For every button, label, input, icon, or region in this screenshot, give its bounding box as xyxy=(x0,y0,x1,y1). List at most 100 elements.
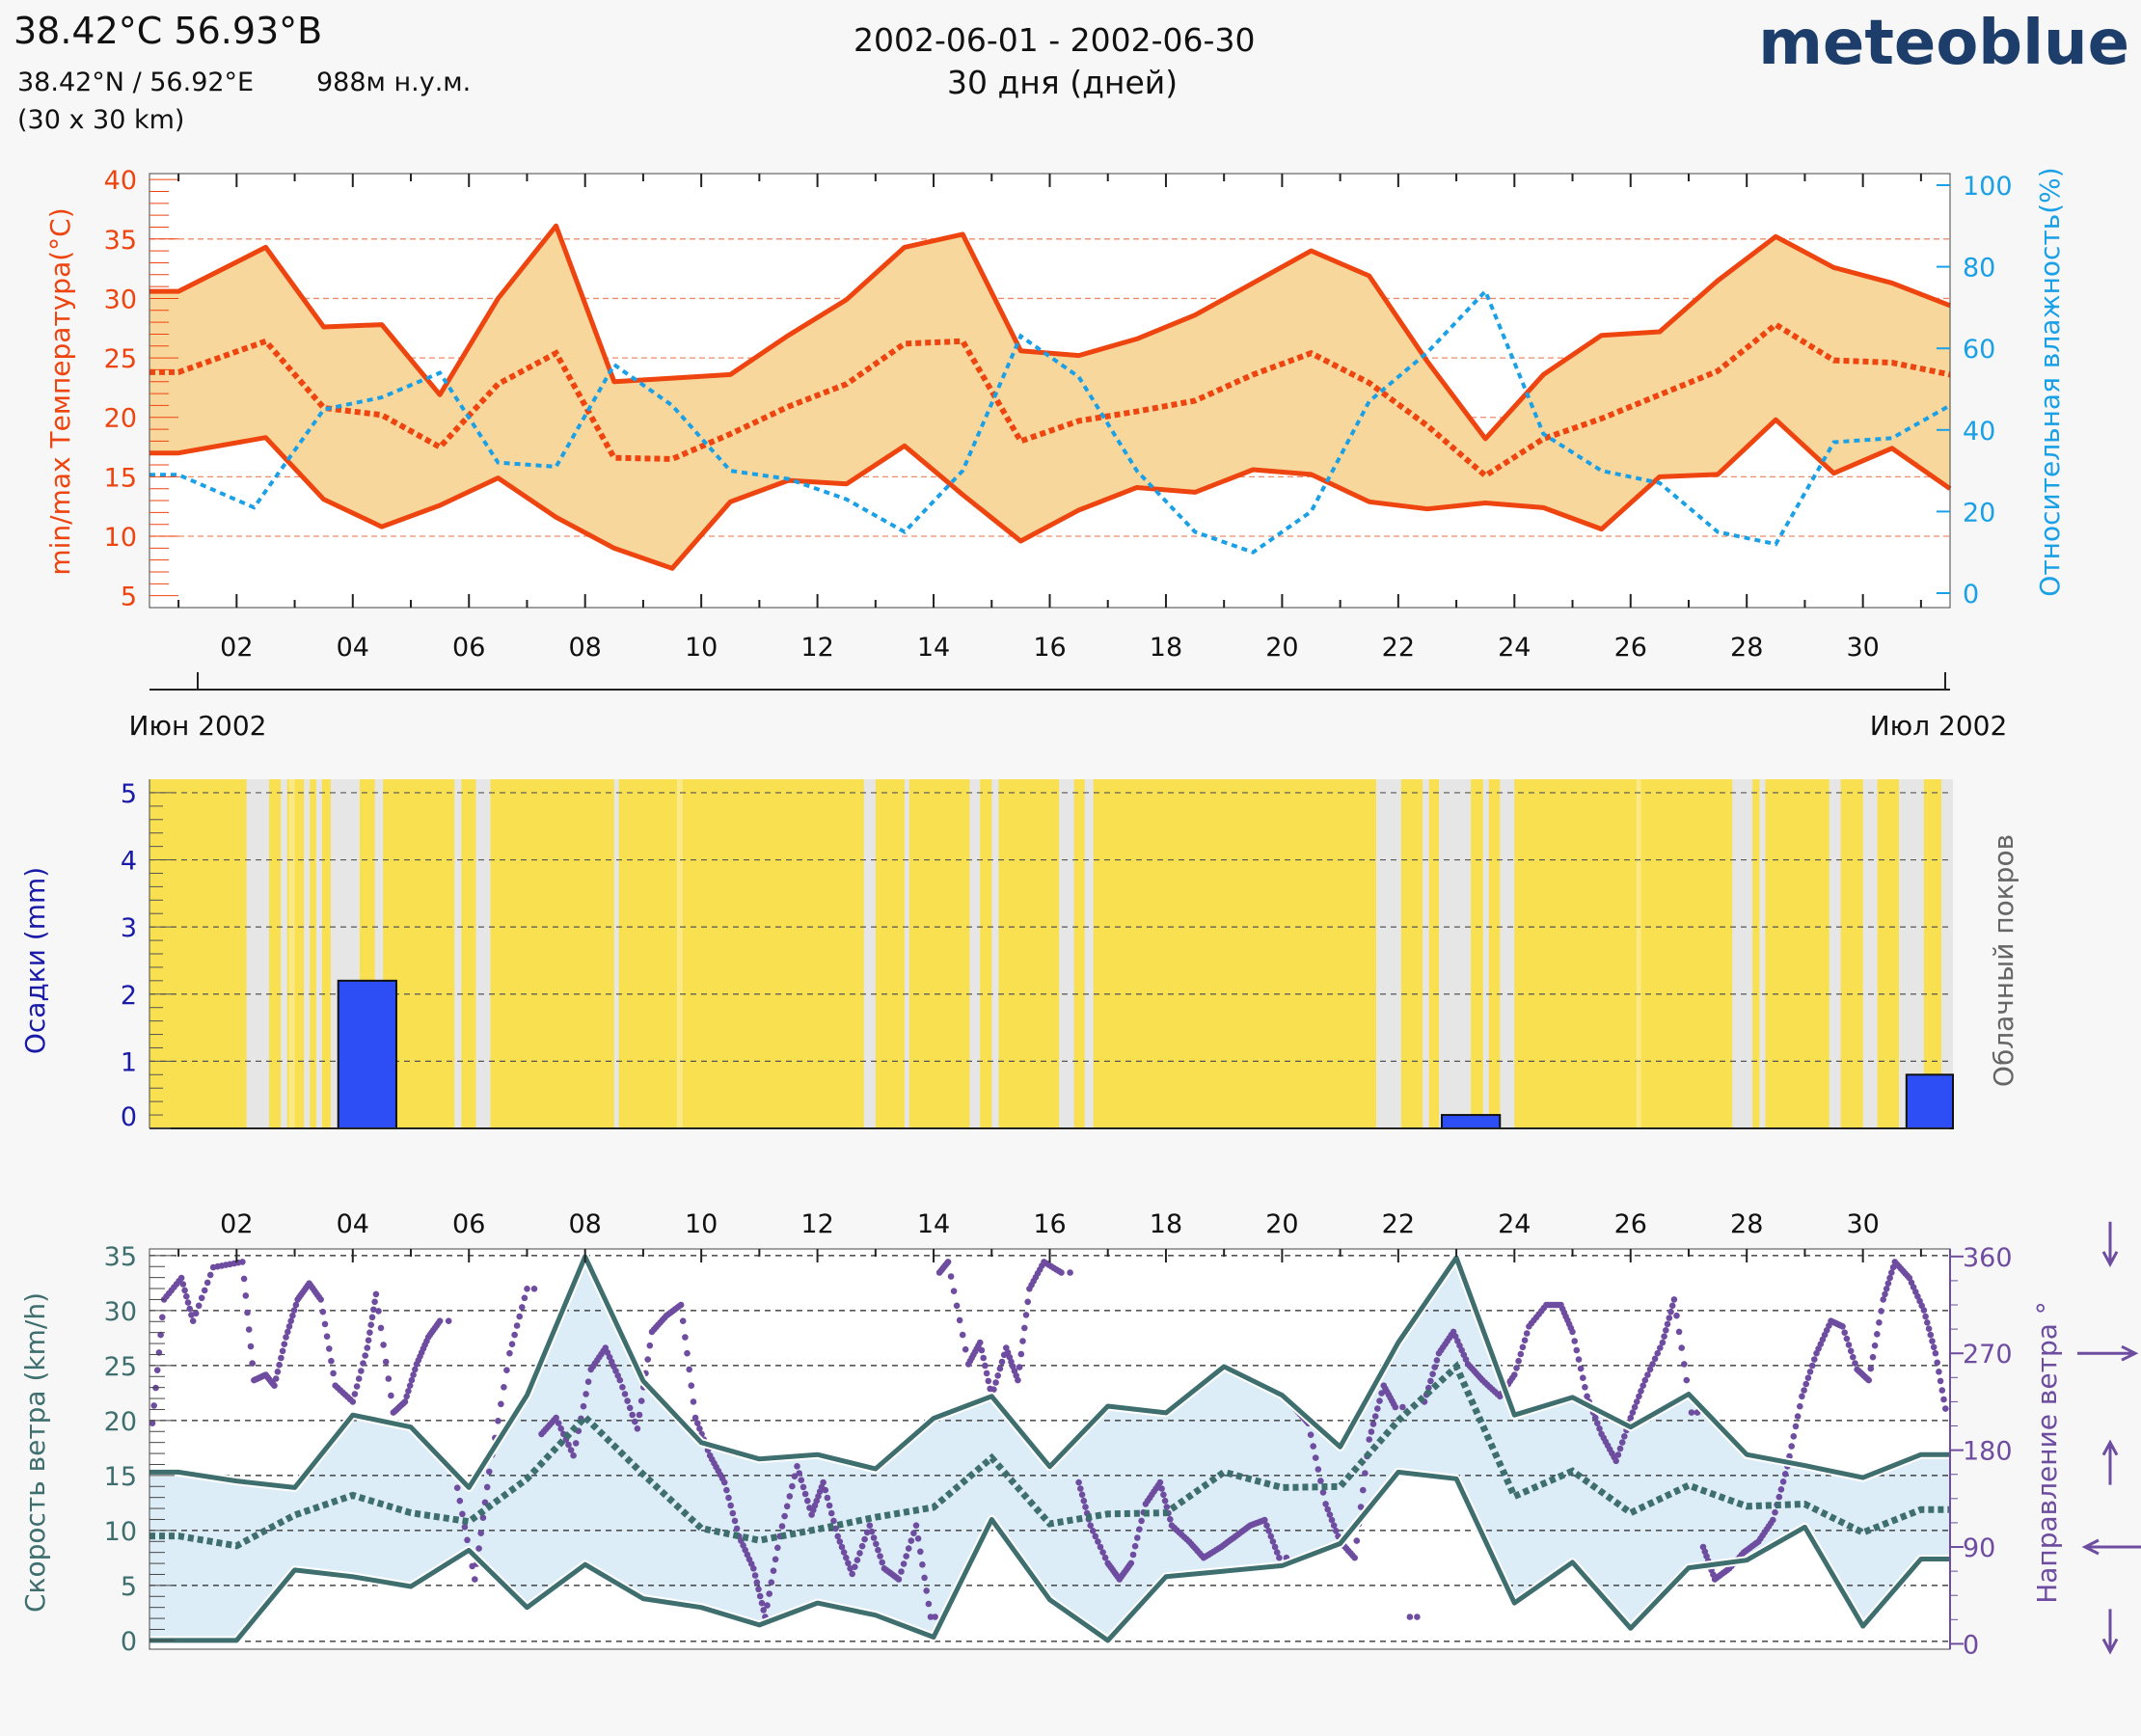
wind-direction-dot xyxy=(1594,1420,1601,1426)
wind-direction-dot xyxy=(1777,1486,1785,1493)
humidity-tick-label: 20 xyxy=(1963,498,1995,528)
wind-direction-dot xyxy=(198,1294,205,1302)
wind-day-tick-label: 20 xyxy=(1265,1209,1298,1239)
wind-direction-dot xyxy=(1659,1339,1667,1346)
wind-direction-dot xyxy=(285,1323,293,1330)
wind-day-tick-label: 08 xyxy=(569,1209,602,1239)
wind-direction-dot xyxy=(751,1572,759,1579)
wind-day-tick-label: 28 xyxy=(1730,1209,1763,1239)
wind-direction-dot xyxy=(764,1602,771,1609)
wind-direction-dot xyxy=(1631,1403,1639,1411)
wind-direction-dot xyxy=(377,1324,385,1332)
wind-direction-dot xyxy=(245,1326,253,1333)
wind-direction-dot xyxy=(690,1398,697,1405)
wind-direction-dot xyxy=(192,1310,200,1317)
wind-direction-dot xyxy=(516,1313,523,1320)
wind-direction-dot xyxy=(1580,1374,1586,1381)
wind-direction-dot xyxy=(996,1365,1004,1372)
wind-direction-dot xyxy=(1357,1504,1365,1510)
cloud-period xyxy=(1940,779,1954,1128)
wind-tick-label: 10 xyxy=(104,1517,137,1547)
wind-direction-dot xyxy=(1801,1387,1807,1394)
wind-direction-dot xyxy=(758,1599,766,1607)
wind-direction-dot xyxy=(870,1534,878,1541)
day-tick-label: 14 xyxy=(917,633,950,663)
cloud-period xyxy=(904,779,909,1128)
precip-tick-label: 4 xyxy=(121,847,137,877)
wind-direction-dot xyxy=(477,1530,485,1536)
wind-direction-dot xyxy=(799,1483,807,1491)
wind-direction-dot xyxy=(783,1503,791,1510)
wind-direction-dot xyxy=(927,1614,935,1620)
precip-bar xyxy=(1905,1073,1955,1130)
wind-direction-dot xyxy=(772,1556,779,1563)
elevation: 988м н.у.м. xyxy=(316,68,472,97)
wind-direction-dot xyxy=(405,1388,412,1395)
cloud-period xyxy=(1439,779,1472,1128)
day-tick-label: 16 xyxy=(1033,633,1066,663)
wind-direction-dot xyxy=(1078,1491,1086,1499)
wind-direction-dot xyxy=(355,1375,363,1382)
wind-direction-dot xyxy=(1414,1614,1421,1620)
wind-direction-dot xyxy=(770,1567,777,1574)
wind-direction-dot xyxy=(774,1544,781,1552)
temp-tick-label: 10 xyxy=(104,523,137,553)
wind-direction-dot xyxy=(1427,1377,1434,1385)
wind-direction-dot xyxy=(1884,1280,1892,1287)
wind-direction-dot xyxy=(1663,1327,1669,1334)
temp-range-band xyxy=(149,226,1950,569)
day-tick-label: 18 xyxy=(1150,633,1182,663)
temp-axis-title: min/max Температура(°C) xyxy=(44,207,76,575)
precip-tick-label: 5 xyxy=(121,779,137,809)
wind-direction-dot xyxy=(914,1535,922,1542)
wind-day-tick-label: 10 xyxy=(685,1209,718,1239)
cloud-period xyxy=(1759,779,1766,1128)
precip-axis-title: Осадки (mm) xyxy=(19,867,51,1054)
wind-direction-dot xyxy=(1670,1296,1678,1303)
wind-direction-dot xyxy=(873,1540,880,1548)
wind-direction-dot xyxy=(733,1525,741,1533)
wind-direction-dot xyxy=(1618,1439,1626,1446)
direction-tick-label: 180 xyxy=(1963,1437,2013,1467)
wind-direction-dot xyxy=(511,1331,518,1339)
wind-direction-dot xyxy=(944,1259,952,1265)
wind-direction-dot xyxy=(632,1418,638,1425)
wind-direction-dot xyxy=(508,1341,516,1347)
wind-direction-dot xyxy=(877,1553,883,1560)
precip-bar xyxy=(337,979,397,1129)
wind-direction-dot xyxy=(921,1574,928,1582)
wind-tick-label: 35 xyxy=(104,1242,137,1272)
wind-direction-dot xyxy=(1024,1298,1031,1306)
wind-direction-dot xyxy=(1927,1331,1935,1339)
wind-direction-dot xyxy=(1571,1338,1578,1344)
precip-tick-label: 1 xyxy=(121,1047,137,1077)
wind-direction-dot xyxy=(184,1299,192,1306)
wind-direction-dot xyxy=(1880,1296,1886,1303)
wind-day-tick-label: 06 xyxy=(452,1209,485,1239)
wind-direction-dot xyxy=(1640,1382,1646,1389)
wind-direction-dot xyxy=(285,1328,291,1336)
temp-mean-line xyxy=(149,320,1951,479)
wind-direction-dot xyxy=(998,1358,1006,1366)
wind-direction-dot xyxy=(459,1510,466,1518)
wind-direction-dot xyxy=(679,1317,687,1324)
day-tick-label: 10 xyxy=(685,633,718,663)
wind-direction-dot xyxy=(1657,1344,1664,1351)
wind-direction-dot xyxy=(1319,1489,1327,1496)
cloud-period xyxy=(1375,779,1401,1128)
wind-direction-dot xyxy=(1129,1551,1137,1559)
precip-tick-label: 3 xyxy=(121,913,137,943)
wind-direction-dot xyxy=(932,1614,938,1620)
direction-arrow-down-icon xyxy=(2101,1609,2119,1655)
wind-direction-dot xyxy=(824,1494,831,1502)
wind-direction-dot xyxy=(181,1287,188,1294)
wind-direction-dot xyxy=(691,1414,699,1422)
cloud-period xyxy=(374,779,384,1128)
wind-direction-dot xyxy=(985,1377,992,1385)
wind-direction-dot xyxy=(1683,1376,1691,1384)
wind-tick-label: 5 xyxy=(121,1572,137,1602)
direction-arrow-up-icon xyxy=(2101,1439,2119,1485)
cloud-period xyxy=(1423,779,1429,1128)
wind-direction-dot xyxy=(1596,1425,1603,1432)
wind-direction-dot xyxy=(1075,1478,1082,1486)
